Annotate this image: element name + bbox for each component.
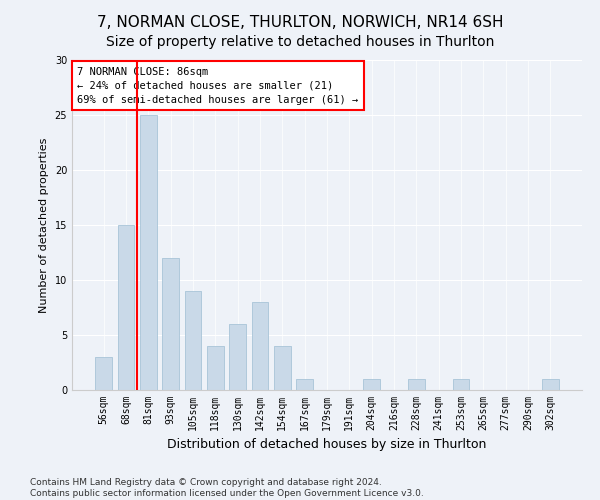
Bar — [408, 379, 425, 390]
Bar — [140, 115, 157, 390]
Text: Contains HM Land Registry data © Crown copyright and database right 2024.
Contai: Contains HM Land Registry data © Crown c… — [30, 478, 424, 498]
Bar — [251, 302, 268, 390]
Bar — [185, 291, 202, 390]
Text: 7, NORMAN CLOSE, THURLTON, NORWICH, NR14 6SH: 7, NORMAN CLOSE, THURLTON, NORWICH, NR14… — [97, 15, 503, 30]
Bar — [296, 379, 313, 390]
Bar — [229, 324, 246, 390]
Bar — [274, 346, 290, 390]
X-axis label: Distribution of detached houses by size in Thurlton: Distribution of detached houses by size … — [167, 438, 487, 452]
Bar — [118, 225, 134, 390]
Bar — [207, 346, 224, 390]
Bar — [162, 258, 179, 390]
Y-axis label: Number of detached properties: Number of detached properties — [39, 138, 49, 312]
Bar — [452, 379, 469, 390]
Text: 7 NORMAN CLOSE: 86sqm
← 24% of detached houses are smaller (21)
69% of semi-deta: 7 NORMAN CLOSE: 86sqm ← 24% of detached … — [77, 66, 358, 104]
Text: Size of property relative to detached houses in Thurlton: Size of property relative to detached ho… — [106, 35, 494, 49]
Bar — [95, 357, 112, 390]
Bar — [542, 379, 559, 390]
Bar — [364, 379, 380, 390]
